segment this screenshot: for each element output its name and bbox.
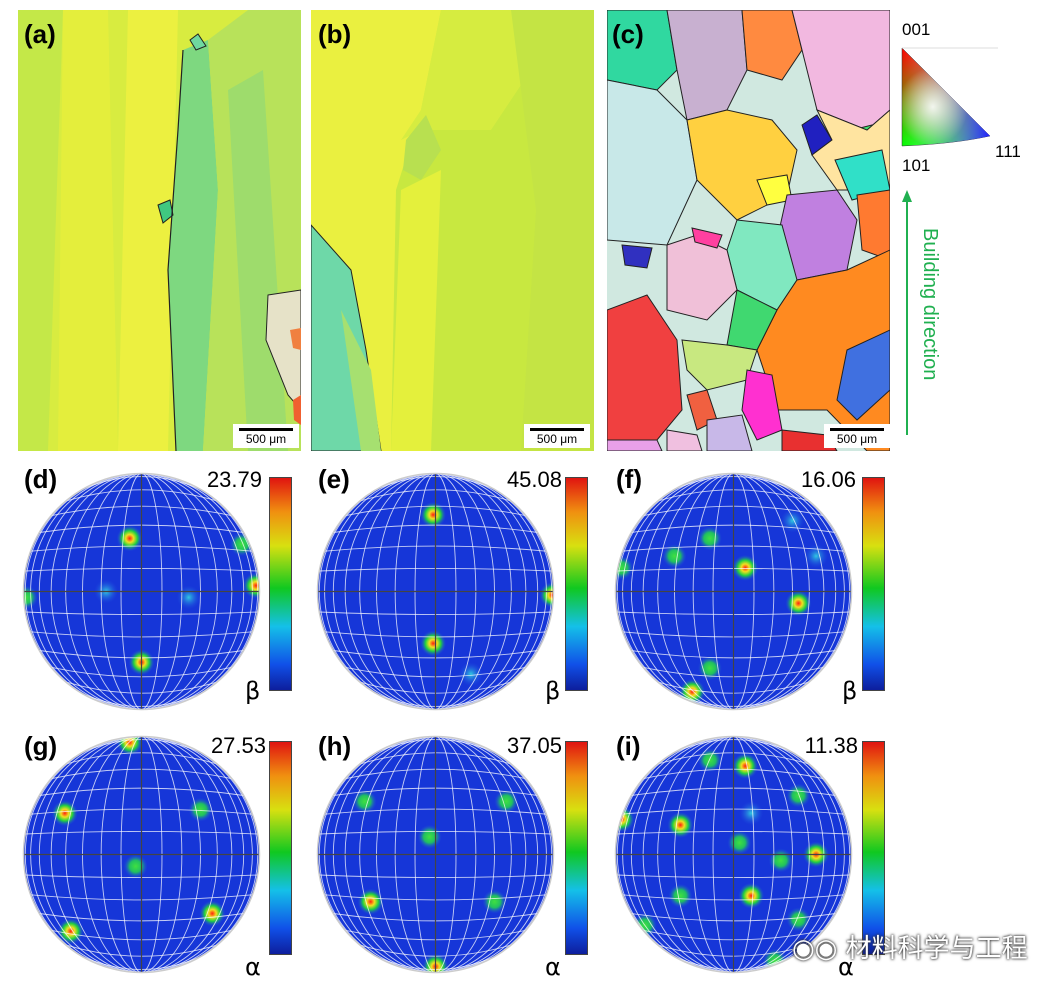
building-direction-text: Building direction (919, 228, 941, 381)
panel-label-e: (e) (318, 464, 350, 494)
pole-figure-g-plot (22, 735, 261, 974)
scale-bar-a: 500 μm (233, 424, 299, 448)
pole-figure-d (20, 470, 263, 713)
pole-intensity-spot (668, 883, 693, 908)
wechat-icon: ◉◉ (792, 934, 838, 964)
scale-bar-label: 500 μm (836, 432, 878, 446)
panel-label-h: (h) (318, 731, 352, 761)
ebsd-map-c: 500 μm (607, 10, 890, 451)
scale-bar-label: 500 μm (536, 432, 578, 446)
pole-intensity-spot (727, 830, 752, 855)
colorbar-e (565, 477, 588, 691)
pole-intensity-spot (458, 662, 483, 687)
pole-intensity-spot (786, 783, 811, 808)
pole-intensity-spot (739, 801, 764, 826)
pole-intensity-spot (482, 889, 507, 914)
max-intensity-f: 16.06 (800, 467, 856, 492)
ipf-label-001: 001 (902, 20, 931, 39)
pole-intensity-spot (176, 585, 201, 610)
pole-intensity-spot (420, 630, 447, 657)
ebsd-map-b: 500 μm (311, 10, 594, 451)
ipf-color-key (901, 47, 998, 147)
pole-intensity-spot (420, 501, 447, 528)
phase-label-i: α (838, 953, 854, 981)
panel-label-d: (d) (24, 464, 58, 494)
scale-bar-c: 500 μm (824, 424, 890, 448)
colorbar-i (862, 741, 885, 955)
pole-intensity-spot (768, 848, 793, 873)
phase-label-e: β (545, 677, 561, 705)
panel-label-a: (a) (24, 19, 56, 49)
pole-intensity-spot (123, 854, 148, 879)
max-intensity-e: 45.08 (506, 467, 562, 492)
pole-intensity-spot (662, 544, 687, 569)
pole-intensity-spot (732, 554, 759, 581)
watermark-text: 材料科学与工程 (845, 934, 1028, 964)
pole-intensity-spot (804, 544, 829, 569)
pole-intensity-spot (352, 789, 377, 814)
pole-intensity-spot (697, 656, 722, 681)
pole-intensity-spot (785, 590, 812, 617)
ipf-label-111: 111 (995, 142, 1021, 161)
max-intensity-g: 27.53 (210, 733, 266, 758)
ipf-label-101: 101 (902, 156, 931, 175)
scale-bar-label: 500 μm (245, 432, 287, 446)
building-direction-arrow (902, 190, 912, 435)
colorbar-f (862, 477, 885, 691)
pole-figure-h-plot (316, 735, 555, 974)
pole-figure-i (612, 733, 855, 976)
watermark: ◉◉ 材料科学与工程 (792, 928, 1028, 965)
pole-intensity-spot (615, 555, 634, 580)
building-direction-label: Building direction (915, 228, 945, 408)
max-intensity-d: 23.79 (206, 467, 262, 492)
pole-figure-e (314, 470, 557, 713)
panel-label-c: (c) (612, 19, 644, 49)
pole-figure-f-plot (614, 472, 853, 711)
panel-label-i: (i) (616, 731, 641, 761)
pole-figure-h (314, 733, 557, 976)
pole-intensity-spot (199, 900, 226, 927)
pole-intensity-spot (667, 812, 694, 838)
pole-intensity-spot (697, 748, 722, 773)
scale-bar-b: 500 μm (524, 424, 590, 448)
phase-label-d: β (245, 677, 261, 705)
colorbar-g (269, 741, 292, 955)
colorbar-h (565, 741, 588, 955)
pole-intensity-spot (51, 800, 78, 827)
panel-label-b: (b) (318, 19, 352, 49)
ebsd-map-b-image (311, 10, 594, 451)
ebsd-map-c-image (607, 10, 890, 451)
pole-intensity-spot (417, 824, 442, 849)
phase-label-g: α (245, 953, 261, 981)
pole-intensity-spot (786, 907, 811, 932)
pole-intensity-spot (738, 882, 765, 909)
pole-figure-d-plot (22, 472, 261, 711)
pole-figure-e-plot (316, 472, 555, 711)
pole-figure-g (20, 733, 263, 976)
pole-intensity-spot (732, 753, 759, 779)
ebsd-map-a-image (18, 10, 301, 451)
colorbar-d (269, 477, 292, 691)
pole-figure-f (612, 470, 855, 713)
panel-label-g: (g) (24, 731, 58, 761)
ebsd-map-a: 500 μm (18, 10, 301, 451)
phase-label-f: β (842, 677, 858, 705)
max-intensity-h: 37.05 (506, 733, 562, 758)
panel-label-f: (f) (616, 464, 642, 494)
max-intensity-i: 11.38 (804, 733, 858, 758)
phase-label-h: α (545, 953, 561, 981)
pole-figure-i-plot (614, 735, 853, 974)
pole-intensity-spot (494, 789, 519, 814)
pole-intensity-spot (116, 525, 143, 552)
